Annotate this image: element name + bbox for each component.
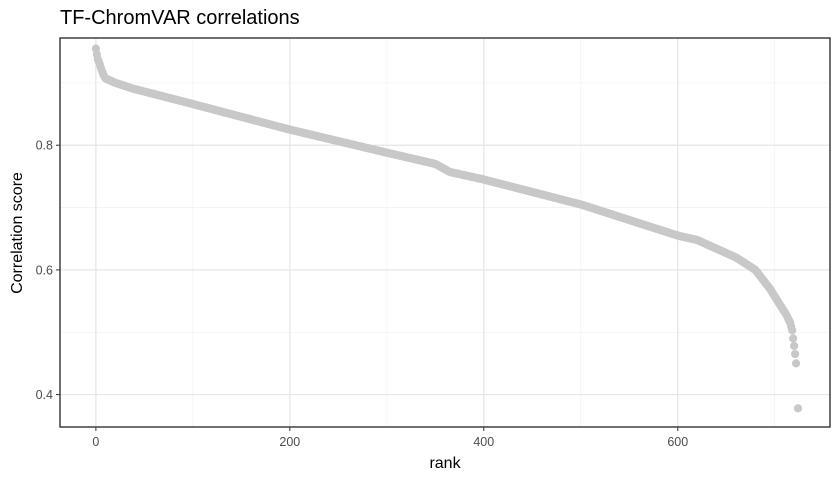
data-point [791,359,801,368]
data-points [91,44,803,413]
data-point [788,326,797,335]
y-tick-label: 0.4 [36,388,53,402]
x-tick-label: 0 [92,435,99,449]
x-tick-label: 200 [279,435,300,449]
axis-ticks: 0 200 400 600 0.4 0.6 0.8 [36,139,689,449]
data-point [790,341,799,351]
x-axis-label: rank [429,455,461,472]
x-tick-label: 600 [667,435,688,449]
grid-lines [60,38,830,427]
data-point [790,349,800,359]
x-tick-label: 400 [473,435,494,449]
data-point [793,404,803,413]
chart-title: TF-ChromVAR correlations [60,7,300,29]
y-tick-label: 0.6 [36,263,53,277]
plot-panel-border [59,37,831,428]
data-point [789,334,798,343]
y-axis-label: Correlation score [9,172,26,294]
y-tick-label: 0.8 [36,139,53,153]
